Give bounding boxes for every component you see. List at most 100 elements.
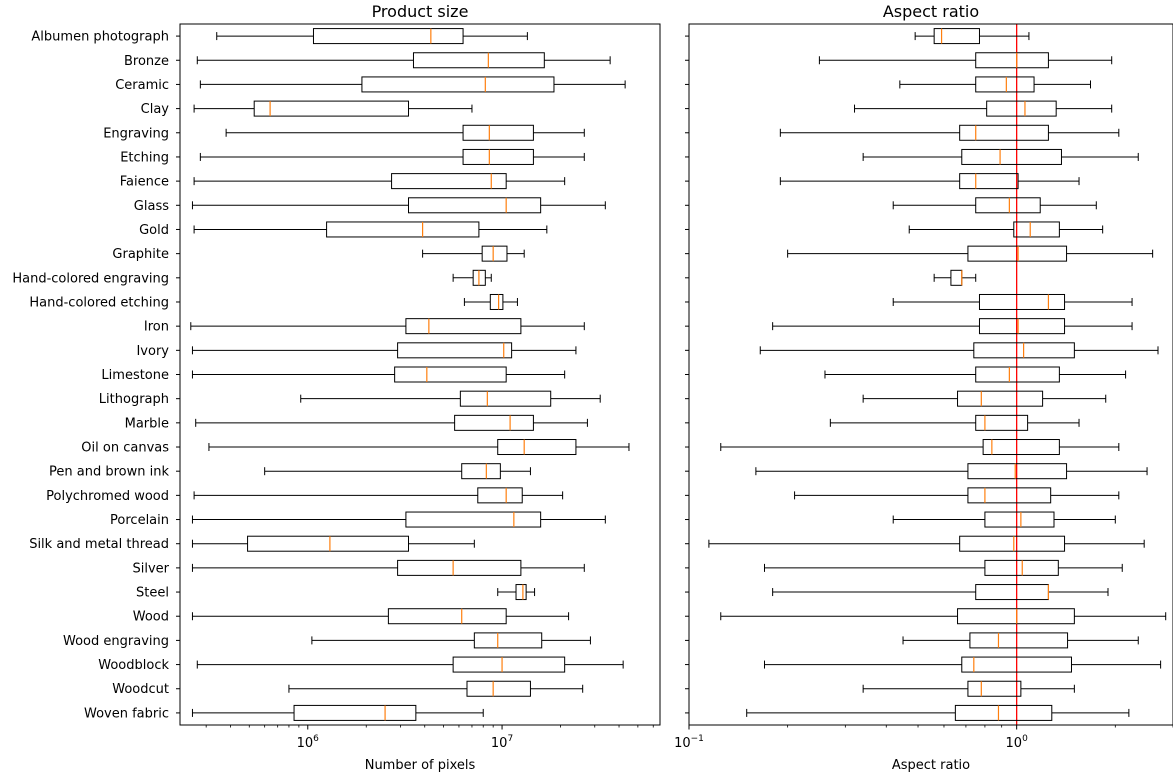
box-etching — [862, 148, 1139, 165]
category-label: Gold — [139, 223, 169, 238]
category-label: Hand-colored etching — [29, 295, 169, 310]
iqr-box — [293, 704, 417, 721]
category-label: Steel — [136, 586, 169, 601]
box-polychromed-wood — [193, 487, 564, 504]
box-wood-engraving — [902, 632, 1139, 649]
box-lithograph — [862, 390, 1107, 407]
box-ivory — [191, 342, 577, 359]
box-engraving — [225, 124, 585, 141]
category-label: Pen and brown ink — [49, 465, 169, 480]
category-label: Silk and metal thread — [29, 537, 169, 552]
iqr-box — [408, 197, 542, 214]
box-hand-colored-engraving — [933, 269, 977, 286]
category-label: Wood engraving — [63, 634, 169, 649]
iqr-box — [452, 656, 566, 673]
box-woodcut — [288, 680, 584, 697]
box-wood-engraving — [311, 632, 591, 649]
box-wood — [191, 608, 570, 625]
iqr-box — [466, 680, 531, 697]
box-marble — [829, 414, 1080, 431]
box-steel — [497, 584, 536, 601]
iqr-box — [481, 245, 508, 262]
box-woven-fabric — [746, 704, 1130, 721]
iqr-box — [978, 293, 1066, 310]
box-oil-on-canvas — [720, 439, 1120, 456]
box-silver — [191, 559, 585, 576]
box-oil-on-canvas — [208, 439, 630, 456]
iqr-box — [462, 148, 534, 165]
iqr-box — [959, 535, 1066, 552]
iqr-box — [473, 632, 543, 649]
box-porcelain — [892, 511, 1116, 528]
box-albumen-photograph — [914, 28, 1030, 45]
category-label: Wood — [133, 610, 169, 625]
iqr-box — [975, 414, 1029, 431]
category-label: Clay — [141, 102, 170, 117]
box-albumen-photograph — [216, 28, 528, 45]
iqr-box — [397, 342, 513, 359]
iqr-box — [394, 366, 507, 383]
category-label: Bronze — [124, 54, 169, 69]
iqr-box — [959, 124, 1049, 141]
iqr-box — [950, 269, 963, 286]
box-iron — [190, 318, 585, 335]
box-bronze — [818, 52, 1113, 69]
box-hand-colored-engraving — [452, 269, 492, 286]
box-pen-and-brown-ink — [755, 463, 1148, 480]
box-limestone — [824, 366, 1127, 383]
box-clay — [193, 100, 473, 117]
iqr-box — [461, 463, 501, 480]
iqr-box — [405, 318, 522, 335]
box-ceramic — [199, 76, 626, 93]
iqr-box — [412, 52, 545, 69]
panel-product-size: Albumen photograph Bronze Ceramic Clay Engra… — [12, 2, 661, 773]
x-tick-label: 107 — [491, 734, 513, 751]
iqr-box — [969, 632, 1069, 649]
category-label: Ivory — [136, 344, 169, 359]
box-glass — [892, 197, 1097, 214]
box-engraving — [779, 124, 1120, 141]
iqr-box — [984, 511, 1055, 528]
box-woodcut — [862, 680, 1075, 697]
box-gold — [193, 221, 548, 238]
category-label: Graphite — [112, 247, 169, 262]
iqr-box — [961, 148, 1062, 165]
box-etching — [199, 148, 585, 165]
category-label: Porcelain — [110, 513, 169, 528]
x-tick-label: 106 — [297, 734, 320, 751]
box-wood — [720, 608, 1167, 625]
iqr-box — [959, 173, 1019, 190]
box-clay — [854, 100, 1113, 117]
category-label: Etching — [120, 150, 169, 165]
box-ivory — [759, 342, 1159, 359]
box-woven-fabric — [191, 704, 484, 721]
iqr-box — [975, 52, 1049, 69]
iqr-box — [975, 366, 1060, 383]
box-graphite — [422, 245, 525, 262]
box-polychromed-wood — [794, 487, 1120, 504]
iqr-box — [391, 173, 507, 190]
iqr-box — [397, 559, 522, 576]
iqr-box — [459, 390, 552, 407]
iqr-box — [497, 439, 577, 456]
x-axis-label: Number of pixels — [365, 758, 476, 773]
category-label: Silver — [132, 561, 169, 576]
iqr-box — [361, 76, 555, 93]
category-label: Woven fabric — [84, 706, 169, 721]
iqr-box — [247, 535, 410, 552]
iqr-box — [975, 584, 1049, 601]
iqr-box — [975, 76, 1035, 93]
box-silk-and-metal-thread — [191, 535, 475, 552]
category-label: Oil on canvas — [81, 441, 169, 456]
iqr-box — [515, 584, 527, 601]
box-silk-and-metal-thread — [708, 535, 1145, 552]
box-marble — [195, 414, 588, 431]
category-label: Woodblock — [98, 658, 169, 673]
iqr-box — [967, 245, 1068, 262]
box-hand-colored-etching — [463, 293, 518, 310]
iqr-box — [967, 463, 1068, 480]
box-bronze — [196, 52, 611, 69]
box-hand-colored-etching — [892, 293, 1133, 310]
iqr-box — [984, 559, 1059, 576]
iqr-box — [967, 680, 1022, 697]
